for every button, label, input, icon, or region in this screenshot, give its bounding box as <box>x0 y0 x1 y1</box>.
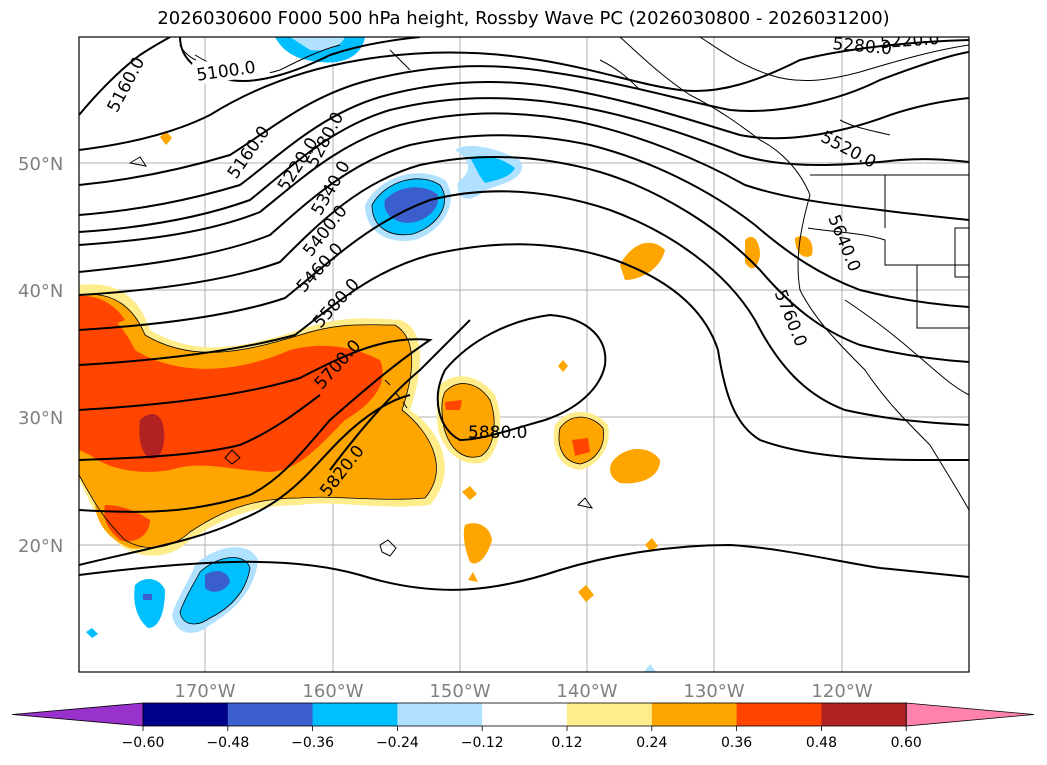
colorbar-segment <box>143 703 229 726</box>
colorbar-segment <box>567 703 653 726</box>
lon-label: 160°W <box>302 681 363 702</box>
colorbar-tick-label: −0.36 <box>291 735 334 751</box>
colorbar-tick-label: −0.48 <box>206 735 249 751</box>
colorbar-segment <box>482 703 568 726</box>
lon-label: 130°W <box>683 681 744 702</box>
colorbar <box>11 702 1035 727</box>
latitude-labels: 50°N 40°N 30°N 20°N <box>18 154 63 557</box>
colorbar-segment <box>736 703 822 726</box>
colorbar-extend-low <box>11 702 144 727</box>
colorbar-tick-label: 0.12 <box>551 735 582 751</box>
colorbar-tick-label: 0.48 <box>806 735 837 751</box>
colorbar-outline <box>142 702 907 727</box>
map-title: 2026030600 F000 500 hPa height, Rossby W… <box>157 8 890 29</box>
contour-label: 5220.0 <box>879 29 940 53</box>
lon-label: 120°W <box>811 681 872 702</box>
map-border <box>78 36 970 673</box>
lat-label: 20°N <box>18 536 63 557</box>
colorbar-segment <box>397 703 483 726</box>
lat-label: 40°N <box>18 281 63 302</box>
negative-anomaly-shading <box>86 37 656 672</box>
longitude-labels: 170°W 160°W 150°W 140°W 130°W 120°W <box>174 681 872 702</box>
colorbar-segment <box>821 703 907 726</box>
contour-label: 5880.0 <box>468 423 527 443</box>
lat-label: 30°N <box>18 408 63 429</box>
colorbar-tick-label: 0.24 <box>636 735 667 751</box>
colorbar-ticks: −0.60 −0.48 −0.36 −0.24 −0.12 0.12 0.24 0.36 0.4… <box>122 726 922 751</box>
lon-label: 170°W <box>174 681 235 702</box>
colorbar-tick-label: 0.60 <box>891 735 922 751</box>
colorbar-tick-label: 0.36 <box>721 735 752 751</box>
colorbar-tick-label: −0.12 <box>461 735 504 751</box>
colorbar-segment <box>227 703 314 726</box>
colorbar-tick-label: −0.60 <box>122 735 165 751</box>
colorbar-extend-high <box>905 702 1035 727</box>
colorbar-segment <box>651 703 738 726</box>
coastlines <box>128 37 969 557</box>
colorbar-segment <box>312 703 398 726</box>
lat-label: 50°N <box>18 154 63 175</box>
lon-label: 150°W <box>429 681 490 702</box>
contour-label: 5280.0 <box>832 34 893 59</box>
height-contours <box>79 37 969 591</box>
colorbar-tick-label: −0.24 <box>376 735 419 751</box>
lon-label: 140°W <box>556 681 617 702</box>
